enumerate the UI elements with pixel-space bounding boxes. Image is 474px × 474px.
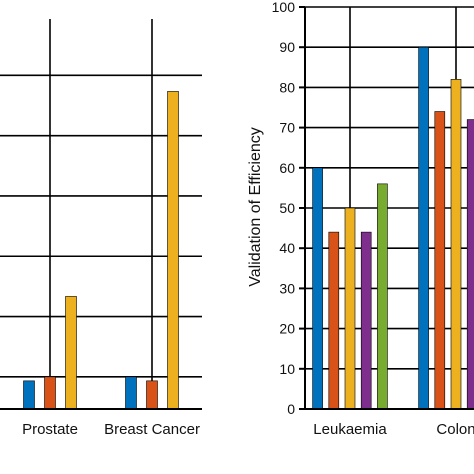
left-grid xyxy=(0,19,202,409)
right-category-label-colon: Colon xyxy=(436,421,474,438)
right-y-tick-label: 100 xyxy=(272,0,296,15)
right-y-tick-label: 90 xyxy=(279,39,295,55)
right-bar-colon-3 xyxy=(466,119,474,410)
left-bar-breast-cancer-2 xyxy=(167,91,179,410)
right-bar-leukaemia-4 xyxy=(377,183,388,410)
right-y-tick-label: 30 xyxy=(279,280,295,296)
right-y-tick-labels: 0 10 20 30 40 50 60 70 80 90 100 xyxy=(272,0,296,417)
left-bar-prostate-1 xyxy=(44,376,56,410)
right-y-tick-label: 50 xyxy=(279,200,295,216)
right-bar-colon-2 xyxy=(450,79,462,410)
right-y-tick-label: 20 xyxy=(279,321,295,337)
right-category-label-leukaemia: Leukaemia xyxy=(313,421,387,438)
right-y-tick-label: 40 xyxy=(279,240,295,256)
left-bar-prostate-0 xyxy=(23,380,35,410)
right-y-axis-title: Validation of Efficiency xyxy=(247,127,264,287)
left-category-label-prostate: Prostate xyxy=(22,421,78,438)
right-y-tick-label: 10 xyxy=(279,361,295,377)
right-bar-chart: 0 10 20 30 40 50 60 70 80 90 100 Validation of Eff… xyxy=(247,0,474,438)
right-bar-leukaemia-3 xyxy=(360,231,372,410)
right-bar-leukaemia-1 xyxy=(328,231,340,410)
left-bar-breast-cancer-0 xyxy=(125,376,137,410)
left-bar-chart: Prostate Breast Cancer xyxy=(0,19,202,438)
right-y-tick-label: 70 xyxy=(279,120,295,136)
right-y-tick-label: 60 xyxy=(279,160,295,176)
right-y-tick-label: 80 xyxy=(279,79,295,95)
right-bars xyxy=(312,46,474,410)
right-bar-leukaemia-2 xyxy=(344,207,356,410)
right-bar-leukaemia-0 xyxy=(312,167,323,410)
right-bar-colon-0 xyxy=(418,46,429,410)
left-bar-prostate-2 xyxy=(65,296,77,410)
left-category-label-breast-cancer: Breast Cancer xyxy=(104,421,200,438)
left-bar-breast-cancer-1 xyxy=(146,380,158,410)
left-bars xyxy=(23,91,179,410)
right-y-tick-label: 0 xyxy=(287,401,295,417)
right-bar-colon-1 xyxy=(434,111,446,410)
